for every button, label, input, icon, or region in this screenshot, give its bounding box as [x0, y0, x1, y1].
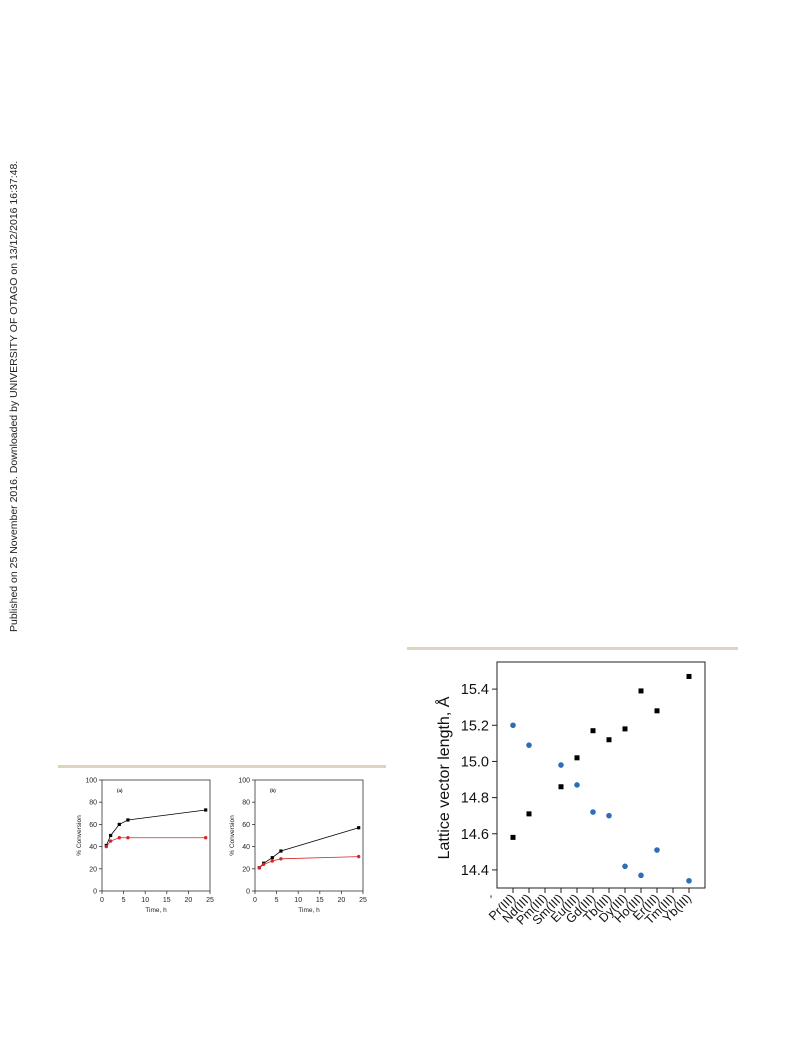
series-1-point [270, 856, 274, 860]
y-axis-label: % Conversion [229, 815, 236, 856]
y-tick-label: 0 [93, 889, 97, 896]
y-tick-label: 15.4 [461, 682, 489, 698]
y-tick-label: 40 [89, 844, 97, 851]
series-2-point [686, 877, 692, 884]
series-2-line [106, 837, 206, 847]
y-axis-label: Lattice vector length, Å [434, 696, 453, 859]
y-tick-label: 40 [242, 844, 250, 851]
y-tick-label: 15.2 [461, 718, 489, 734]
x-tick-label: 15 [163, 897, 171, 904]
series-2-point [126, 836, 130, 840]
conversion-chart-a: 0 20 40 60 80 100 0 5 10 15 20 25 Time, h % Conversio… [76, 778, 214, 915]
series-2-point [558, 762, 564, 768]
x-tick-label: 15 [316, 897, 324, 904]
panel-label: (a) [117, 788, 123, 793]
y-tick-label: 100 [85, 778, 97, 785]
plot-frame [254, 779, 364, 892]
series-2-point [279, 857, 283, 861]
y-tick-label: 20 [89, 866, 97, 873]
x-tick-label: 10 [294, 897, 302, 904]
stray-tick-mark: ’ [490, 893, 493, 907]
y-tick-label: 0 [246, 889, 250, 896]
figure-divider-right [407, 647, 738, 650]
x-axis-label: Time, h [145, 907, 167, 914]
series-2-point [270, 859, 274, 863]
series-2-point [261, 862, 266, 867]
y-tick-label: 14.4 [461, 863, 489, 879]
series-2-point [356, 854, 361, 859]
x-tick-label: 25 [206, 897, 214, 904]
series-2-point [590, 809, 596, 815]
y-tick-label: 14.8 [461, 791, 489, 807]
series-2-point [510, 722, 516, 729]
series-2-line [259, 856, 359, 869]
series-1-point [638, 688, 644, 694]
x-tick-label: 0 [253, 897, 257, 904]
series-2-point [108, 839, 113, 843]
series-2-point [526, 742, 532, 748]
series-1-point [590, 728, 596, 734]
series-2-point [622, 863, 628, 870]
y-tick-label: 80 [89, 800, 97, 807]
series-2-point [654, 847, 660, 853]
series-1-point [574, 755, 580, 761]
y-tick-label: 14.6 [461, 827, 489, 843]
series-1-point [109, 833, 113, 838]
x-tick-label: 5 [122, 897, 126, 904]
series-1-point [654, 708, 660, 714]
series-1-point [279, 849, 283, 853]
x-tick-label: 10 [141, 897, 149, 904]
series-2-point [203, 836, 208, 840]
series-2-point [574, 782, 580, 788]
series-1-point [686, 673, 692, 679]
y-axis-label: % Conversion [76, 815, 83, 856]
y-tick-label: 20 [242, 866, 250, 873]
y-tick-label: 60 [89, 822, 97, 829]
x-tick-label: 5 [275, 897, 279, 904]
series-1-point [117, 822, 121, 826]
series-2-point [638, 872, 644, 879]
x-tick-label: 20 [338, 897, 346, 904]
download-notice: Published on 25 November 2016. Downloade… [4, 0, 22, 1039]
series-1-point [510, 834, 516, 840]
series-2-point [606, 812, 612, 819]
lattice-chart: 14.4 14.6 14.8 15.0 15.2 15.4 Lattice vector l… [434, 661, 706, 928]
plot-frame [496, 661, 706, 889]
x-tick-label: 20 [185, 897, 193, 904]
x-tick-label: 0 [100, 897, 104, 904]
series-1-point [126, 818, 130, 822]
y-tick-label: 15.0 [461, 754, 489, 770]
x-axis-label: Time, h [298, 907, 320, 914]
y-tick-label: 60 [242, 822, 250, 829]
x-tick-label: 25 [359, 897, 367, 904]
plot-frame [101, 779, 211, 892]
series-2-point [257, 865, 262, 870]
series-1-point [622, 726, 628, 732]
series-1-point [526, 811, 532, 817]
series-1-point [606, 737, 612, 743]
figure-divider-left [58, 765, 386, 768]
series-1-point [558, 784, 564, 790]
series-2-point [104, 844, 109, 849]
conversion-chart-b: 0 20 40 60 80 100 0 5 10 15 20 25 Time, h % Conversio… [229, 778, 367, 915]
series-1-line [105, 809, 206, 846]
y-tick-label: 80 [242, 800, 250, 807]
series-1-point [357, 826, 361, 830]
series-1-point [204, 808, 208, 812]
panel-label: (b) [270, 788, 276, 793]
y-tick-label: 100 [238, 778, 250, 785]
series-1-line [259, 827, 359, 868]
download-notice-text: Published on 25 November 2016. Downloade… [8, 161, 20, 632]
series-2-point [117, 836, 121, 840]
